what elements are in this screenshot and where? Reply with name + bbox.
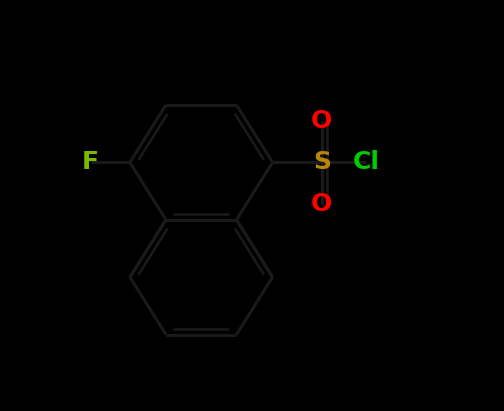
- Text: S: S: [313, 150, 331, 174]
- Text: O: O: [311, 192, 332, 216]
- Text: Cl: Cl: [352, 150, 380, 174]
- Text: O: O: [311, 109, 332, 132]
- Text: F: F: [82, 150, 99, 174]
